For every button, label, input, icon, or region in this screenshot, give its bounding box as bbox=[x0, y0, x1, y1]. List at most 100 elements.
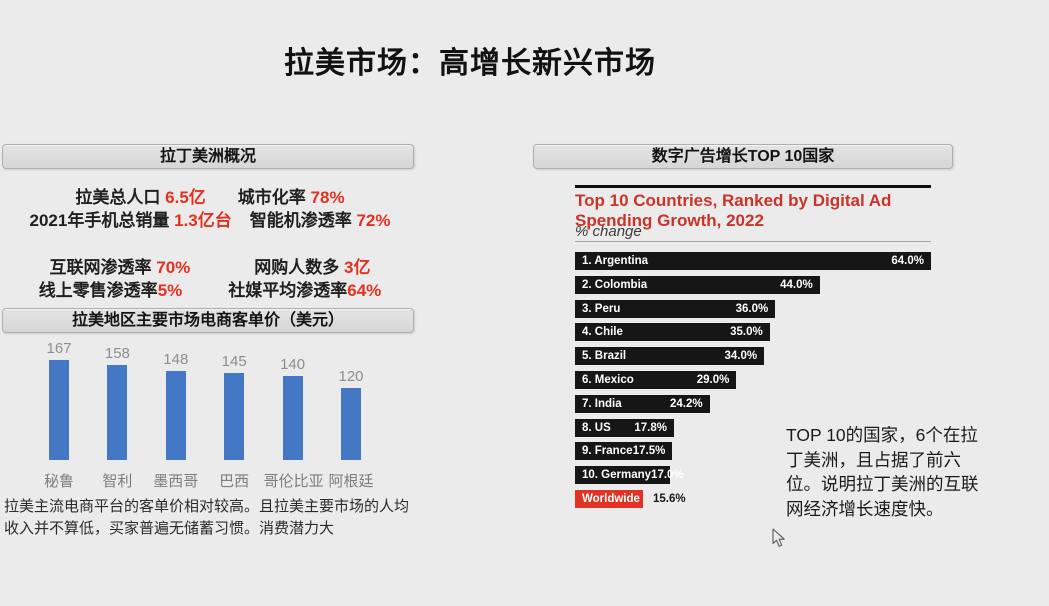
bar bbox=[165, 371, 186, 460]
bar-value-label: 140 bbox=[280, 356, 306, 374]
stat-spacer bbox=[182, 295, 228, 296]
top10-country-label: 5. Brazil bbox=[582, 350, 627, 363]
bar-value-label: 148 bbox=[163, 351, 189, 369]
bar-category-label: 墨西哥 bbox=[153, 473, 199, 490]
top10-row: 1. Argentina 64.0% bbox=[575, 252, 975, 270]
top10-row: 10. Germany 17.0% bbox=[575, 466, 975, 485]
top10-value-label: 17.8% bbox=[634, 421, 667, 434]
bar-category-label: 哥伦比亚 bbox=[263, 473, 324, 490]
top10-country-label: Worldwide bbox=[582, 492, 640, 505]
stat-value: 70% bbox=[156, 258, 191, 277]
stat-value: 64% bbox=[347, 281, 382, 300]
stat-spacer bbox=[232, 225, 250, 226]
overview-section-header: 拉丁美洲概况 bbox=[2, 144, 414, 169]
top10-bar: 3. Peru 36.0% bbox=[575, 299, 776, 318]
bar bbox=[49, 360, 69, 460]
bar bbox=[107, 365, 128, 460]
top10-section-header: 数字广告增长TOP 10国家 bbox=[533, 144, 953, 169]
top10-value-label: 36.0% bbox=[735, 302, 769, 315]
top10-value-label: 24.2% bbox=[670, 397, 703, 410]
top10-bar: 4. Chile 35.0% bbox=[575, 323, 770, 342]
top10-bar: 6. Mexico 29.0% bbox=[575, 370, 737, 389]
stat-label: 智能机渗透率 bbox=[249, 211, 357, 230]
top10-row: 9. France 17.5% bbox=[575, 442, 975, 461]
bar-column: 148 墨西哥 bbox=[147, 338, 205, 493]
top10-country-label: 8. US bbox=[582, 421, 611, 434]
top10-value-label: 44.0% bbox=[780, 278, 813, 291]
top10-bar: 8. US 17.8% bbox=[575, 418, 674, 437]
top10-value-label: 64.0% bbox=[891, 255, 924, 267]
top10-country-label: 6. Mexico bbox=[582, 373, 634, 386]
top10-bar: 7. India 24.2% bbox=[575, 394, 710, 413]
stat-line: 2021年手机总销量 1.3亿台 智能机渗透率 72% bbox=[0, 209, 420, 232]
stat-value: 1.3亿台 bbox=[174, 211, 232, 230]
top10-country-label: 10. Germany bbox=[582, 469, 652, 482]
top10-row: Worldwide 15.6% bbox=[575, 489, 975, 508]
bar-column: 140 哥伦比亚 bbox=[263, 338, 324, 493]
bar-column: 120 阿根廷 bbox=[322, 338, 380, 493]
stat-value: 3亿 bbox=[344, 258, 371, 277]
ecommerce-section-header: 拉美地区主要市场电商客单价（美元） bbox=[2, 308, 414, 333]
left-note-text: 拉美主流电商平台的客单价相对较高。且拉美主要市场的人均收入并不算低，买家普遍无储… bbox=[4, 498, 410, 537]
top10-row: 3. Peru 36.0% bbox=[575, 299, 975, 318]
cursor-arrow-icon bbox=[772, 528, 785, 547]
top10-row: 4. Chile 35.0% bbox=[575, 323, 975, 342]
top10-row: 8. US 17.8% bbox=[575, 418, 975, 437]
chart-top-rule bbox=[575, 185, 931, 188]
top10-value-label: 34.0% bbox=[724, 350, 758, 363]
ecommerce-bar-chart: 167 秘鲁 158 智利 148 墨西哥 145 巴西 140 哥伦比亚 120 阿根廷 bbox=[20, 338, 400, 493]
bar bbox=[282, 376, 303, 460]
mouse-cursor bbox=[771, 528, 787, 548]
stat-label: 城市化率 bbox=[237, 188, 311, 207]
stat-value: 78% bbox=[310, 188, 345, 207]
stat-value: 5% bbox=[157, 281, 183, 300]
stat-label: 线上零售渗透率 bbox=[38, 281, 158, 300]
top10-bar: 10. Germany 17.0% bbox=[575, 466, 684, 485]
bar-column: 145 巴西 bbox=[205, 338, 263, 493]
top10-bar-chart: 1. Argentina 64.0% 2. Colombia 44.0% 3. Peru… bbox=[575, 252, 975, 514]
stat-value: 72% bbox=[356, 211, 391, 230]
bar-value-label: 167 bbox=[46, 340, 72, 357]
bar-value-label: 120 bbox=[338, 368, 364, 386]
stat-line: 互联网渗透率 70% 网购人数多 3亿 bbox=[0, 256, 420, 279]
top10-bar: 5. Brazil 34.0% bbox=[575, 347, 765, 366]
top10-chart-subtitle: % change bbox=[575, 223, 642, 240]
top10-country-label: 4. Chile bbox=[582, 326, 623, 339]
top10-value-label: 15.6% bbox=[653, 492, 686, 505]
overview-stats-block-1: 拉美总人口 6.5亿 城市化率 78% 2021年手机总销量 1.3亿台 智能机渗透… bbox=[0, 186, 420, 232]
top10-country-label: 7. India bbox=[582, 397, 622, 410]
bar-value-label: 158 bbox=[104, 345, 130, 363]
bar bbox=[341, 388, 361, 460]
top10-row: 7. India 24.2% bbox=[575, 394, 975, 413]
bar-column: 158 智利 bbox=[88, 338, 146, 493]
stat-line: 线上零售渗透率5% 社媒平均渗透率64% bbox=[0, 279, 420, 302]
chart-subtitle-rule bbox=[575, 241, 931, 242]
top10-value-label: 35.0% bbox=[730, 326, 763, 339]
top10-bar: 2. Colombia 44.0% bbox=[575, 275, 820, 294]
bar-category-label: 阿根廷 bbox=[328, 473, 374, 490]
stat-label: 社媒平均渗透率 bbox=[228, 281, 348, 300]
stat-value: 6.5亿 bbox=[165, 188, 206, 207]
bar-category-label: 智利 bbox=[102, 473, 133, 490]
stat-label: 拉美总人口 bbox=[75, 188, 166, 207]
overview-stats-block-2: 互联网渗透率 70% 网购人数多 3亿 线上零售渗透率5% 社媒平均渗透率64% bbox=[0, 256, 420, 302]
stat-label: 2021年手机总销量 bbox=[29, 211, 175, 230]
top10-country-label: 1. Argentina bbox=[582, 255, 649, 267]
top10-bar: 1. Argentina 64.0% bbox=[575, 252, 931, 270]
top10-bar: 9. France 17.5% bbox=[575, 442, 673, 461]
top10-value-label: 29.0% bbox=[696, 373, 730, 386]
top10-annotation-text: TOP 10的国家，6个在拉丁美洲，且占据了前六位。说明拉丁美洲的互联网经济增长… bbox=[786, 425, 979, 519]
bar-category-label: 秘鲁 bbox=[43, 473, 74, 490]
top10-value-label: 17.5% bbox=[632, 445, 666, 458]
top10-row: 5. Brazil 34.0% bbox=[575, 347, 975, 366]
bar-value-label: 145 bbox=[221, 353, 247, 371]
top10-chart-title: Top 10 Countries, Ranked by Digital Ad S… bbox=[575, 191, 892, 230]
top10-row: 6. Mexico 29.0% bbox=[575, 370, 975, 389]
stat-label: 网购人数多 bbox=[254, 258, 345, 277]
stat-line: 拉美总人口 6.5亿 城市化率 78% bbox=[0, 186, 420, 209]
bar-column: 167 秘鲁 bbox=[30, 338, 88, 493]
top10-row: 2. Colombia 44.0% bbox=[575, 275, 975, 294]
bar bbox=[224, 373, 245, 460]
top10-bar: Worldwide bbox=[575, 489, 643, 508]
stat-spacer bbox=[206, 202, 238, 203]
